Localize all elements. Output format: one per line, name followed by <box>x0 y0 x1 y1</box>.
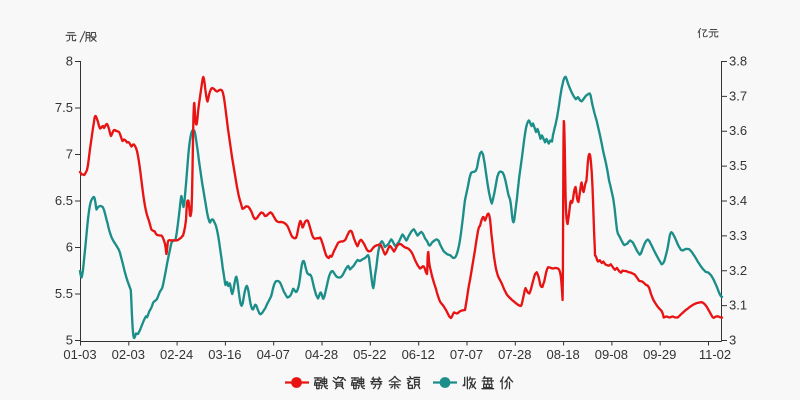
svg-text:02-03: 02-03 <box>112 347 145 362</box>
svg-text:5: 5 <box>66 333 73 348</box>
svg-text:3.2: 3.2 <box>729 263 747 278</box>
svg-text:3: 3 <box>729 333 736 348</box>
svg-text:03-16: 03-16 <box>208 347 241 362</box>
svg-text:07-28: 07-28 <box>498 347 531 362</box>
svg-text:3.4: 3.4 <box>729 193 747 208</box>
svg-text:5.5: 5.5 <box>55 286 73 301</box>
svg-text:3.7: 3.7 <box>729 88 747 103</box>
svg-text:04-28: 04-28 <box>305 347 338 362</box>
svg-text:06-12: 06-12 <box>402 347 435 362</box>
svg-text:6: 6 <box>66 240 73 255</box>
svg-text:3.5: 3.5 <box>729 158 747 173</box>
svg-text:11-02: 11-02 <box>699 347 731 362</box>
svg-text:3.1: 3.1 <box>729 298 747 313</box>
svg-text:05-22: 05-22 <box>353 347 386 362</box>
svg-text:01-03: 01-03 <box>63 347 96 362</box>
svg-text:3.3: 3.3 <box>729 228 747 243</box>
svg-text:6.5: 6.5 <box>55 193 73 208</box>
svg-text:3.6: 3.6 <box>729 123 747 138</box>
svg-text:02-24: 02-24 <box>160 347 193 362</box>
svg-text:7: 7 <box>66 147 73 162</box>
svg-text:09-29: 09-29 <box>643 347 676 362</box>
svg-text:08-18: 08-18 <box>546 347 579 362</box>
svg-text:3.8: 3.8 <box>729 54 747 69</box>
svg-text:07-07: 07-07 <box>450 347 483 362</box>
svg-text:09-08: 09-08 <box>595 347 628 362</box>
svg-text:04-07: 04-07 <box>257 347 290 362</box>
svg-text:7.5: 7.5 <box>55 100 73 115</box>
svg-text:8: 8 <box>66 54 73 69</box>
